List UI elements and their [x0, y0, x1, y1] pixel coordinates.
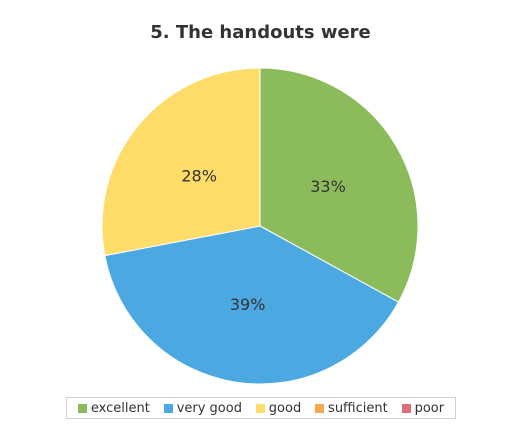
- legend-item-poor: poor: [401, 400, 445, 416]
- legend-swatch: [315, 403, 325, 413]
- legend-item-excellent: excellent: [77, 400, 150, 416]
- data-label-very-good: 39%: [230, 295, 266, 314]
- legend-label: excellent: [90, 400, 150, 416]
- legend-label: poor: [414, 400, 445, 416]
- legend-swatch: [255, 403, 265, 413]
- pie-slice-excellent: [259, 67, 419, 303]
- pie-slice-good: [101, 67, 261, 257]
- legend-label: sufficient: [328, 400, 388, 416]
- pie-labels: 33% 39% 28%: [181, 167, 345, 314]
- chart-legend: excellent very good good sufficient poor: [66, 397, 456, 419]
- data-label-excellent: 33%: [310, 177, 346, 196]
- legend-item-sufficient: sufficient: [315, 401, 388, 416]
- chart-title: 5. The handouts were: [150, 22, 371, 43]
- pie-slice-very-good: [104, 225, 400, 385]
- legend-item-good: good: [255, 400, 302, 416]
- legend-swatch: [401, 403, 411, 413]
- legend-label: very good: [176, 400, 242, 416]
- legend-label: good: [268, 400, 302, 416]
- legend-swatch: [77, 403, 87, 413]
- pie-slices: [101, 67, 419, 385]
- data-label-good: 28%: [181, 167, 217, 186]
- legend-item-very-good: very good: [163, 400, 242, 416]
- legend-swatch: [163, 403, 173, 413]
